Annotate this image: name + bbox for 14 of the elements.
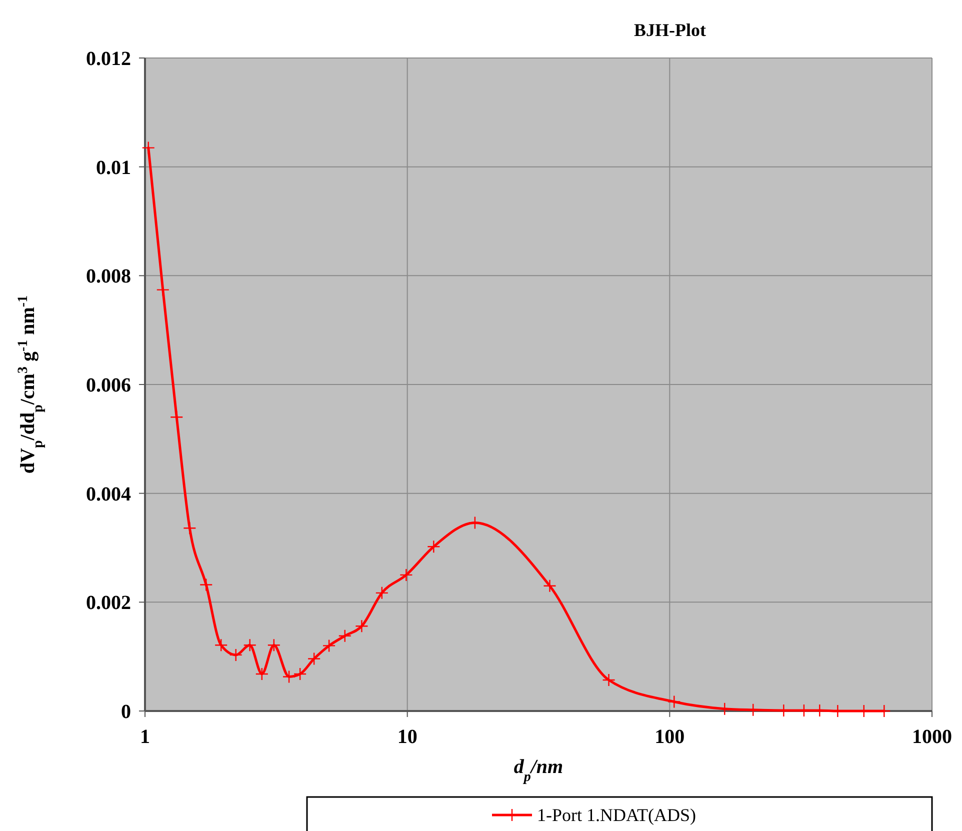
x-axis-title: d$_{p}$/nm <box>514 756 564 784</box>
y-tick-label: 0 <box>121 701 131 723</box>
x-tick-label: 1000 <box>912 726 952 748</box>
y-tick-label: 0.008 <box>86 266 131 288</box>
y-tick-label: 0.012 <box>86 48 131 70</box>
legend-label: 1-Port 1.NDAT(ADS) <box>537 805 696 825</box>
y-tick-label: 0.006 <box>86 374 131 396</box>
x-tick-label: 10 <box>397 726 418 748</box>
y-tick-label: 0.01 <box>96 156 131 179</box>
x-tick-label: 100 <box>654 726 685 748</box>
y-tick-label: 0.004 <box>86 483 131 506</box>
x-tick-label: 1 <box>140 726 150 748</box>
y-tick-label: 0.002 <box>86 592 131 614</box>
chart-title: BJH-Plot <box>634 20 706 40</box>
